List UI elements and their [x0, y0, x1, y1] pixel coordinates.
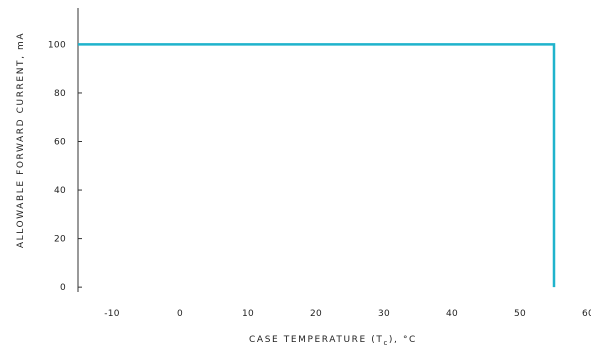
x-tick-label: 60: [582, 309, 591, 319]
x-axis-title-suffix: ), °C: [389, 335, 417, 345]
x-tick-label: -10: [104, 309, 120, 319]
y-ticks: 0 20 40 60 80 100: [48, 40, 82, 293]
x-tick-label: 0: [177, 309, 183, 319]
x-tick-label: 20: [310, 309, 322, 319]
x-axis-title-subscript: c: [383, 339, 388, 347]
x-ticks: -10 0 10 20 30 40 50 60: [104, 309, 591, 319]
y-tick-label: 20: [54, 235, 66, 245]
x-tick-label: 30: [378, 309, 390, 319]
x-axis-title: CASE TEMPERATURE (Tc), °C: [249, 335, 417, 347]
y-tick-label: 60: [54, 138, 66, 148]
x-tick-label: 10: [242, 309, 254, 319]
series-line: [78, 43, 556, 288]
y-axis-title: ALLOWABLE FORWARD CURRENT, mA: [16, 32, 26, 248]
y-tick-label: 100: [48, 40, 66, 50]
y-tick-label: 0: [60, 283, 66, 293]
y-tick-label: 40: [54, 186, 66, 196]
x-tick-label: 40: [446, 309, 458, 319]
series-group: [78, 43, 556, 288]
plot-area: 0 20 40 60 80 100 -10 0 10 20 30 40 50 60: [48, 8, 591, 319]
x-tick-label: 50: [514, 309, 526, 319]
x-axis-title-main: CASE TEMPERATURE (T: [249, 335, 383, 345]
y-tick-label: 80: [54, 89, 66, 99]
